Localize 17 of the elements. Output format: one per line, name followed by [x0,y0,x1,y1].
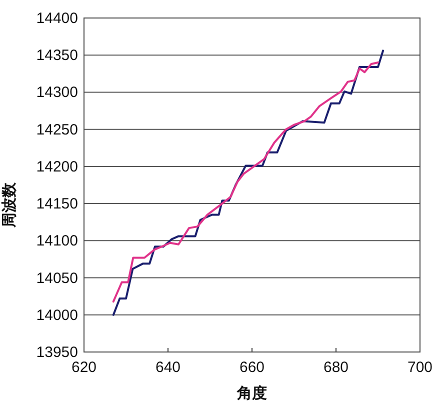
y-tick-label: 14400 [36,10,78,27]
x-axis-title: 角度 [236,384,267,401]
y-tick-label: 14350 [36,47,78,64]
y-tick-label: 14200 [36,158,78,176]
x-tick-label: 620 [71,359,97,376]
x-tick-label: 660 [239,359,265,376]
y-axis-title: 周波数 [1,182,18,228]
x-tick-label: 680 [323,359,349,376]
y-tick-label: 14000 [36,306,78,324]
x-tick-label: 640 [155,359,181,376]
x-tick-label: 700 [407,359,432,376]
y-tick-label: 14250 [36,121,78,138]
y-tick-label: 14050 [36,270,78,287]
y-tick-label: 14100 [36,232,78,250]
y-tick-label: 14300 [36,84,78,102]
y-tick-label: 13950 [36,344,78,361]
y-tick-label: 14150 [36,196,78,213]
